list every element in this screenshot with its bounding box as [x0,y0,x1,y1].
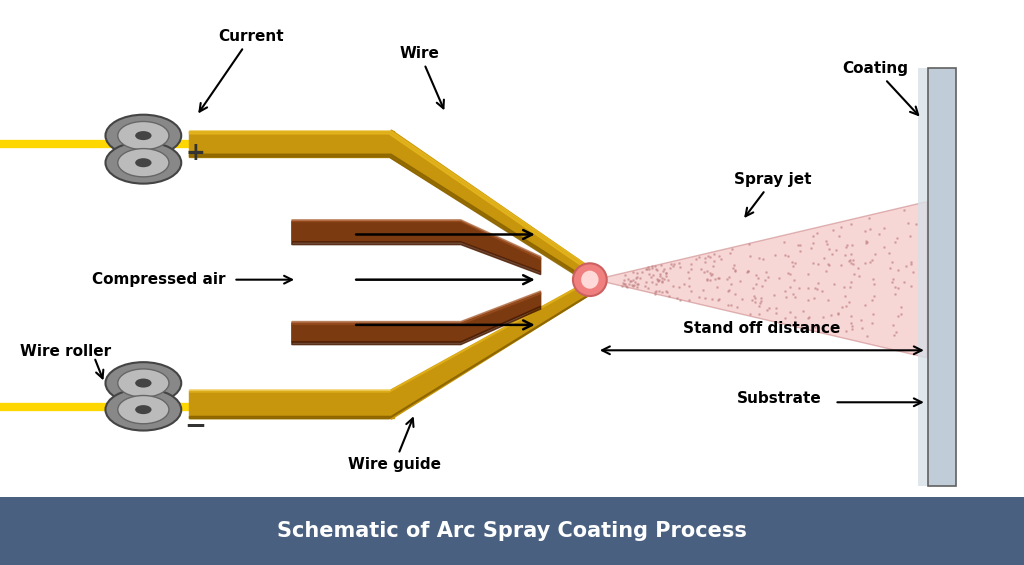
Text: Current: Current [200,29,284,112]
Text: Compressed air: Compressed air [92,272,225,287]
Ellipse shape [573,263,606,296]
Polygon shape [189,391,394,418]
Polygon shape [292,242,541,275]
Circle shape [105,142,181,184]
Polygon shape [292,220,541,259]
Circle shape [118,369,169,397]
Circle shape [118,396,169,424]
FancyBboxPatch shape [918,68,930,486]
Polygon shape [292,306,541,345]
Polygon shape [189,131,594,273]
Text: Substrate: Substrate [737,391,822,406]
Circle shape [135,379,152,388]
Polygon shape [189,278,594,392]
Polygon shape [292,293,541,342]
Text: +: + [185,141,206,164]
Text: Wire guide: Wire guide [348,418,440,472]
Circle shape [118,121,169,150]
Circle shape [135,131,152,140]
Circle shape [118,149,169,177]
Circle shape [105,389,181,431]
Text: Wire roller: Wire roller [20,344,112,359]
Text: Wire: Wire [400,46,444,108]
Text: −: − [184,414,207,440]
Polygon shape [189,154,594,285]
Circle shape [135,405,152,414]
Polygon shape [189,131,394,157]
Circle shape [135,158,152,167]
FancyBboxPatch shape [928,68,956,486]
Text: Spray jet: Spray jet [734,172,812,216]
Circle shape [105,362,181,404]
Circle shape [105,115,181,157]
Text: Schematic of Arc Spray Coating Process: Schematic of Arc Spray Coating Process [278,521,746,541]
Polygon shape [292,221,541,271]
Polygon shape [595,202,927,358]
Text: Stand off distance: Stand off distance [683,321,841,336]
Polygon shape [189,292,594,419]
Polygon shape [292,291,541,324]
Text: Coating: Coating [843,62,919,115]
Polygon shape [391,130,594,285]
FancyBboxPatch shape [0,497,1024,565]
Polygon shape [391,278,594,419]
Ellipse shape [582,271,598,289]
